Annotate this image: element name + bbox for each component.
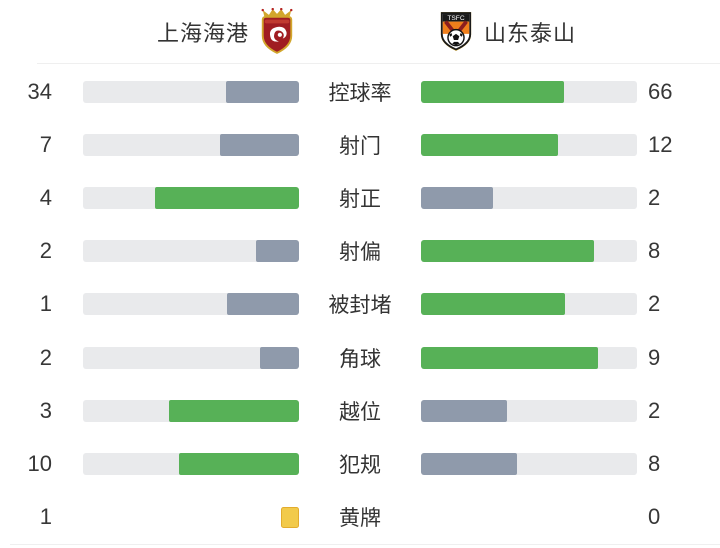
- home-bar-fill: [154, 186, 299, 209]
- away-bar-fill: [421, 186, 493, 209]
- home-stat-value: 4: [39, 184, 52, 210]
- stat-row: 1 被封堵 2: [0, 278, 720, 331]
- stat-row: 2 角球 9: [0, 331, 720, 384]
- home-bar-track: [83, 293, 299, 316]
- home-bar-fill: [225, 80, 299, 103]
- away-stat-value: 66: [648, 78, 673, 104]
- away-bar-track: [421, 346, 637, 369]
- away-stat-bar: [421, 452, 637, 475]
- stat-row: 10 犯规 8: [0, 437, 720, 490]
- stat-label: 射门: [339, 134, 381, 158]
- away-bar-fill: [421, 346, 598, 369]
- home-stat-bar: [83, 399, 299, 422]
- home-bar-fill: [169, 399, 299, 422]
- home-stat-bar: [83, 80, 299, 103]
- home-stat-bar: [83, 133, 299, 156]
- home-stat-bar: [83, 293, 299, 316]
- shandong-taishan-crest-icon: TSFC: [439, 10, 473, 53]
- home-bar-track: [83, 133, 299, 156]
- stat-label: 越位: [339, 400, 381, 424]
- home-bar-fill: [178, 452, 299, 475]
- stat-label: 角球: [339, 347, 381, 371]
- away-stat-bar: [421, 399, 637, 422]
- away-stat-value: 9: [648, 344, 661, 370]
- home-stat-value: 10: [27, 450, 52, 476]
- stat-row: 2 射偏 8: [0, 225, 720, 278]
- away-stat-value: 12: [648, 131, 673, 157]
- home-bar-fill: [219, 133, 299, 156]
- bottom-divider: [10, 543, 720, 545]
- stat-row: 7 射门 12: [0, 118, 720, 171]
- home-bar-track: [83, 452, 299, 475]
- away-stat-value: 0: [648, 504, 661, 530]
- away-bar-track: [421, 80, 637, 103]
- away-stat-bar: [421, 506, 637, 528]
- away-stat-value: 2: [648, 397, 661, 423]
- away-bar-track: [421, 293, 637, 316]
- away-stat-value: 2: [648, 184, 661, 210]
- home-stat-bar: [83, 186, 299, 209]
- home-stat-bar: [83, 452, 299, 475]
- teams-header: 上海海港 TSFC: [0, 0, 720, 63]
- home-stat-value: 2: [39, 238, 52, 264]
- away-bar-fill: [421, 240, 594, 263]
- stats-rows: 34 控球率 66 7 射门 12 4: [0, 64, 720, 544]
- header-divider: [37, 63, 720, 64]
- home-bar-fill: [227, 293, 299, 316]
- home-bar-track: [83, 186, 299, 209]
- away-stat-value: 2: [648, 291, 661, 317]
- away-stat-value: 8: [648, 238, 661, 264]
- home-bar-track: [83, 346, 299, 369]
- home-bar-track: [83, 80, 299, 103]
- home-stat-bar: [83, 346, 299, 369]
- stat-row: 3 越位 2: [0, 384, 720, 437]
- home-stat-value: 34: [27, 78, 52, 104]
- away-stat-bar: [421, 240, 637, 263]
- home-stat-value: 1: [39, 291, 52, 317]
- home-stat-value: 2: [39, 344, 52, 370]
- away-team-header: TSFC 山东泰山: [360, 10, 720, 53]
- away-bar-track: [421, 452, 637, 475]
- yellow-card-icon: [281, 506, 299, 528]
- home-bar-track: [83, 240, 299, 263]
- away-stat-bar: [421, 293, 637, 316]
- home-bar-fill: [259, 346, 299, 369]
- home-bar-fill: [255, 240, 299, 263]
- svg-text:TSFC: TSFC: [447, 15, 464, 22]
- away-stat-bar: [421, 133, 637, 156]
- away-stat-value: 8: [648, 450, 661, 476]
- home-stat-value: 1: [39, 504, 52, 530]
- away-bar-fill: [421, 293, 566, 316]
- home-team-header: 上海海港: [0, 8, 360, 55]
- stat-label: 犯规: [339, 453, 381, 477]
- away-bar-track: [421, 133, 637, 156]
- away-stat-bar: [421, 346, 637, 369]
- home-team-name: 上海海港: [156, 20, 249, 46]
- stat-row: 4 射正 2: [0, 171, 720, 224]
- away-bar-fill: [421, 399, 508, 422]
- away-bar-track: [421, 186, 637, 209]
- home-stat-bar: [83, 240, 299, 263]
- away-stat-bar: [421, 80, 637, 103]
- away-stat-bar: [421, 186, 637, 209]
- home-stat-value: 3: [39, 397, 52, 423]
- shanghai-port-crest-icon: [258, 8, 296, 55]
- stat-label: 黄牌: [339, 507, 381, 531]
- away-bar-fill: [421, 452, 517, 475]
- stat-label: 被封堵: [328, 294, 392, 318]
- stat-label: 射正: [339, 187, 381, 211]
- away-team-name: 山东泰山: [484, 20, 577, 46]
- away-bar-track: [421, 399, 637, 422]
- stat-row: 34 控球率 66: [0, 65, 720, 118]
- away-bar-fill: [421, 80, 564, 103]
- home-stat-value: 7: [39, 131, 52, 157]
- home-stat-bar: [83, 506, 299, 528]
- stat-label: 控球率: [328, 81, 392, 105]
- stat-row: 1 黄牌 0: [0, 491, 720, 544]
- away-bar-fill: [421, 133, 558, 156]
- away-bar-track: [421, 240, 637, 263]
- stat-label: 射偏: [339, 241, 381, 265]
- home-bar-track: [83, 399, 299, 422]
